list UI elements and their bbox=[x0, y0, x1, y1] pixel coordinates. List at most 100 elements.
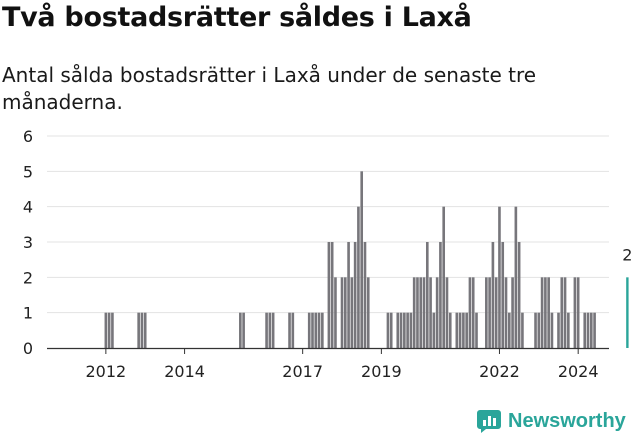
bar bbox=[429, 277, 432, 348]
bar bbox=[330, 242, 334, 348]
bar bbox=[501, 242, 505, 348]
brand-name: Newsworthy bbox=[508, 409, 626, 432]
bar bbox=[317, 312, 321, 348]
bar bbox=[583, 312, 587, 348]
bar bbox=[468, 277, 472, 348]
x-tick-label: 2019 bbox=[361, 362, 402, 381]
chart-subtitle: Antal sålda bostadsrätter i Laxå under d… bbox=[2, 63, 537, 114]
x-tick-label: 2014 bbox=[164, 362, 205, 381]
bar bbox=[288, 312, 291, 348]
bar bbox=[327, 242, 331, 348]
bar bbox=[406, 312, 409, 348]
bar bbox=[412, 277, 416, 348]
x-tick-label: 2024 bbox=[558, 362, 599, 381]
y-tick-label: 4 bbox=[23, 198, 33, 217]
bar bbox=[432, 312, 436, 348]
bar bbox=[534, 312, 537, 348]
bar bbox=[550, 312, 554, 348]
bar bbox=[507, 312, 511, 348]
bar bbox=[416, 277, 419, 348]
highlight-annotation: 2 bbox=[622, 245, 631, 264]
bar bbox=[517, 242, 521, 348]
bar bbox=[544, 277, 547, 348]
bar bbox=[321, 312, 324, 348]
bar bbox=[343, 277, 347, 348]
bar bbox=[107, 312, 111, 348]
bar bbox=[442, 206, 446, 348]
bar bbox=[540, 277, 544, 348]
bar bbox=[271, 312, 275, 348]
bar bbox=[498, 206, 501, 348]
bar-series bbox=[104, 171, 629, 348]
bar bbox=[560, 277, 564, 348]
bar bbox=[547, 277, 550, 348]
bar bbox=[573, 277, 577, 348]
bar bbox=[511, 277, 514, 348]
bar bbox=[491, 242, 495, 348]
bar bbox=[586, 312, 590, 348]
bar bbox=[111, 312, 114, 348]
bar bbox=[475, 312, 478, 348]
bar bbox=[353, 242, 357, 348]
bar bbox=[311, 312, 314, 348]
bar bbox=[143, 312, 147, 348]
y-axis: 0 1 2 3 4 5 6 bbox=[23, 127, 33, 358]
bar bbox=[239, 312, 242, 348]
y-tick-label: 5 bbox=[23, 162, 33, 181]
x-axis: 2012 2014 2017 2019 2022 2024 bbox=[47, 347, 609, 381]
bar bbox=[360, 171, 364, 348]
bar-highlight bbox=[626, 277, 629, 348]
bar bbox=[462, 312, 465, 348]
bar bbox=[576, 277, 580, 348]
bar bbox=[494, 277, 498, 348]
bar bbox=[386, 312, 390, 348]
bar bbox=[435, 277, 439, 348]
chart-title: Två bostadsrätter såldes i Laxå bbox=[2, 2, 472, 33]
x-tick-label: 2012 bbox=[86, 362, 127, 381]
bar bbox=[268, 312, 272, 348]
bar bbox=[471, 277, 475, 348]
bar bbox=[448, 312, 452, 348]
bar bbox=[366, 277, 370, 348]
bar bbox=[137, 312, 140, 348]
bar bbox=[389, 312, 393, 348]
bar bbox=[488, 277, 491, 348]
bar bbox=[399, 312, 403, 348]
newsworthy-logo-icon bbox=[477, 410, 501, 433]
y-tick-label: 1 bbox=[23, 304, 33, 323]
y-tick-label: 2 bbox=[23, 268, 33, 287]
bar bbox=[425, 242, 429, 348]
bar bbox=[265, 312, 268, 348]
bar bbox=[589, 312, 593, 348]
bar bbox=[334, 277, 337, 348]
bar bbox=[363, 242, 367, 348]
highlight-value-label: 2 bbox=[622, 245, 631, 264]
y-tick-label: 3 bbox=[23, 233, 33, 252]
bar bbox=[419, 277, 423, 348]
bar bbox=[347, 242, 350, 348]
bar bbox=[537, 312, 541, 348]
bar bbox=[445, 277, 449, 348]
bar bbox=[455, 312, 459, 348]
bar bbox=[403, 312, 406, 348]
bar bbox=[409, 312, 413, 348]
y-tick-label: 0 bbox=[23, 339, 33, 358]
bar bbox=[557, 312, 560, 348]
bar bbox=[521, 312, 524, 348]
bar bbox=[307, 312, 311, 348]
x-tick-label: 2017 bbox=[282, 362, 323, 381]
bar bbox=[458, 312, 462, 348]
bar bbox=[140, 312, 144, 348]
bar bbox=[485, 277, 488, 348]
bar bbox=[563, 277, 567, 348]
bar bbox=[314, 312, 318, 348]
bar bbox=[593, 312, 596, 348]
bar bbox=[104, 312, 108, 348]
y-tick-label: 6 bbox=[23, 127, 33, 146]
bar bbox=[357, 206, 360, 348]
brand-logo: Newsworthy bbox=[476, 408, 626, 434]
bar bbox=[422, 277, 426, 348]
bar bbox=[514, 206, 518, 348]
bar bbox=[396, 312, 400, 348]
